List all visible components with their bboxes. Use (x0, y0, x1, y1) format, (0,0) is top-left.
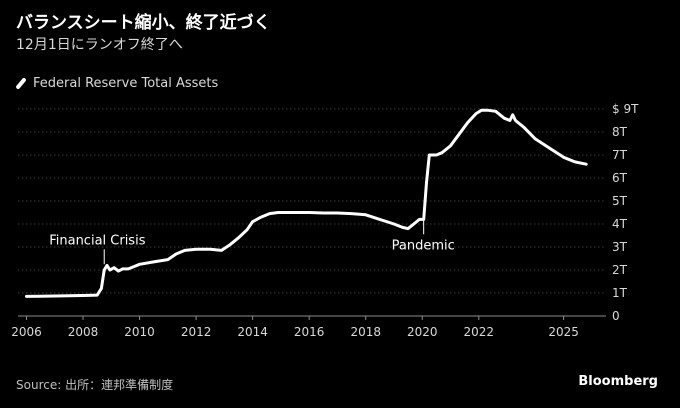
chart-title: バランスシート縮小、終了近づく (16, 13, 271, 33)
y-tick-label: 4T (612, 217, 628, 231)
x-tick-label: 2014 (237, 325, 268, 339)
annotation-label: Pandemic (392, 238, 455, 253)
y-tick-label: 3T (612, 240, 628, 254)
y-tick-label: 2T (612, 263, 628, 277)
x-tick-label: 2012 (181, 325, 212, 339)
y-tick-label: 6T (612, 171, 628, 185)
x-tick-label: 2020 (407, 325, 438, 339)
legend: Federal Reserve Total Assets (15, 76, 219, 91)
x-tick-label: 2018 (350, 325, 381, 339)
annotations: Financial Crisis Pandemic (49, 219, 455, 265)
y-tick-label: 0 (612, 309, 620, 323)
x-tick-label: 2010 (124, 325, 155, 339)
chart-subtitle: 12月1日にランオフ終了へ (16, 37, 183, 53)
y-tick-label: $ 9T (612, 102, 639, 116)
y-tick-label: 5T (612, 194, 628, 208)
series (25, 108, 588, 298)
x-axis: 2006 2008 2010 2012 2014 2016 2018 2020 2022 2025 (11, 316, 579, 339)
x-tick-label: 2022 (464, 325, 495, 339)
y-axis: 0 1T 2T 3T 4T 5T 6T 7T 8T $ 9T (612, 102, 639, 323)
y-tick-label: 8T (612, 125, 628, 139)
x-tick-label: 2006 (11, 325, 42, 339)
x-tick-label: 2025 (548, 325, 579, 339)
bloomberg-logo: Bloomberg (578, 374, 658, 389)
x-tick-label: 2016 (294, 325, 325, 339)
annotation-label: Financial Crisis (49, 233, 145, 248)
legend-label: Federal Reserve Total Assets (33, 76, 219, 91)
x-tick-label: 2008 (68, 325, 99, 339)
y-tick-label: 7T (612, 148, 628, 162)
series-line-total-assets (25, 108, 588, 298)
source-note: Source: 出所：連邦準備制度 (16, 378, 174, 392)
grid (18, 108, 606, 317)
y-tick-label: 1T (612, 286, 628, 300)
